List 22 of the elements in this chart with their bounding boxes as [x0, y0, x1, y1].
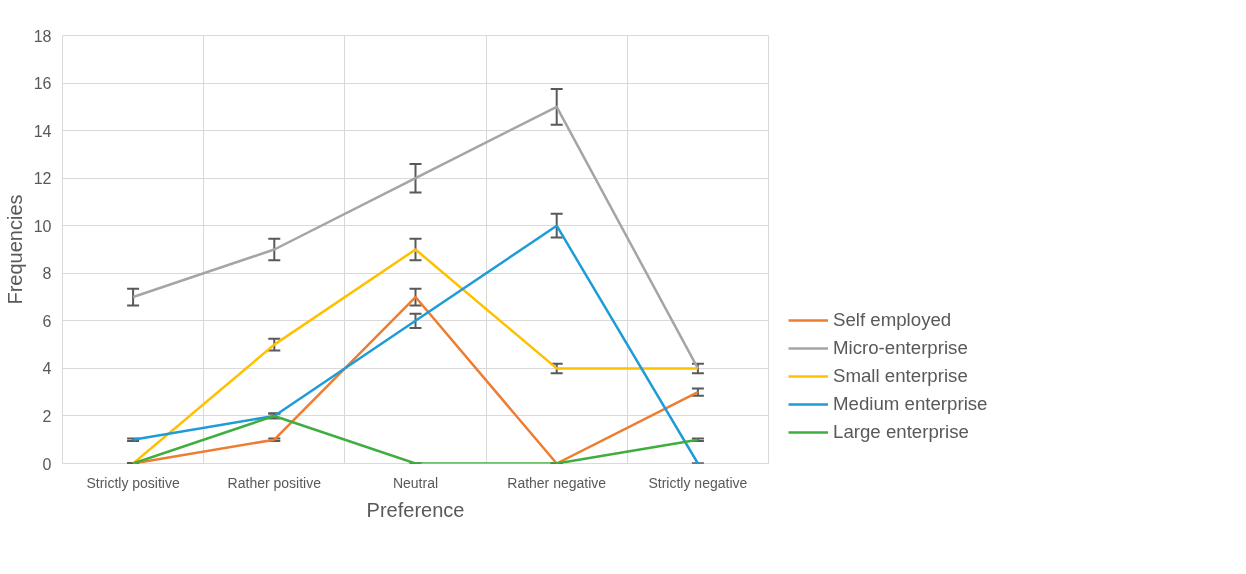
y-tick-label: 14: [33, 122, 52, 140]
x-tick-label: Neutral: [392, 474, 439, 491]
y-tick-label: 18: [33, 27, 52, 45]
x-tick-label: Rather positive: [227, 474, 322, 491]
y-tick-label: 8: [42, 265, 52, 283]
y-tick-label: 2: [42, 407, 52, 425]
y-tick-label: 6: [42, 312, 52, 330]
x-tick-label: Strictly negative: [648, 474, 748, 491]
legend-label: Small enterprise: [833, 365, 968, 387]
y-tick-label: 12: [33, 170, 52, 188]
legend-label: Medium enterprise: [833, 393, 988, 415]
x-axis-title: Preference: [366, 498, 465, 521]
legend-label: Large enterprise: [833, 421, 969, 443]
legend-label: Micro-enterprise: [833, 337, 968, 359]
y-axis-title: Frequencies: [3, 194, 26, 305]
y-tick-label: 4: [42, 360, 52, 378]
legend-label: Self employed: [833, 309, 952, 331]
y-tick-label: 10: [33, 217, 52, 235]
x-tick-label: Strictly positive: [86, 474, 180, 491]
y-tick-label: 16: [33, 75, 52, 93]
x-tick-label: Rather negative: [507, 474, 607, 491]
y-tick-label: 0: [42, 455, 52, 473]
